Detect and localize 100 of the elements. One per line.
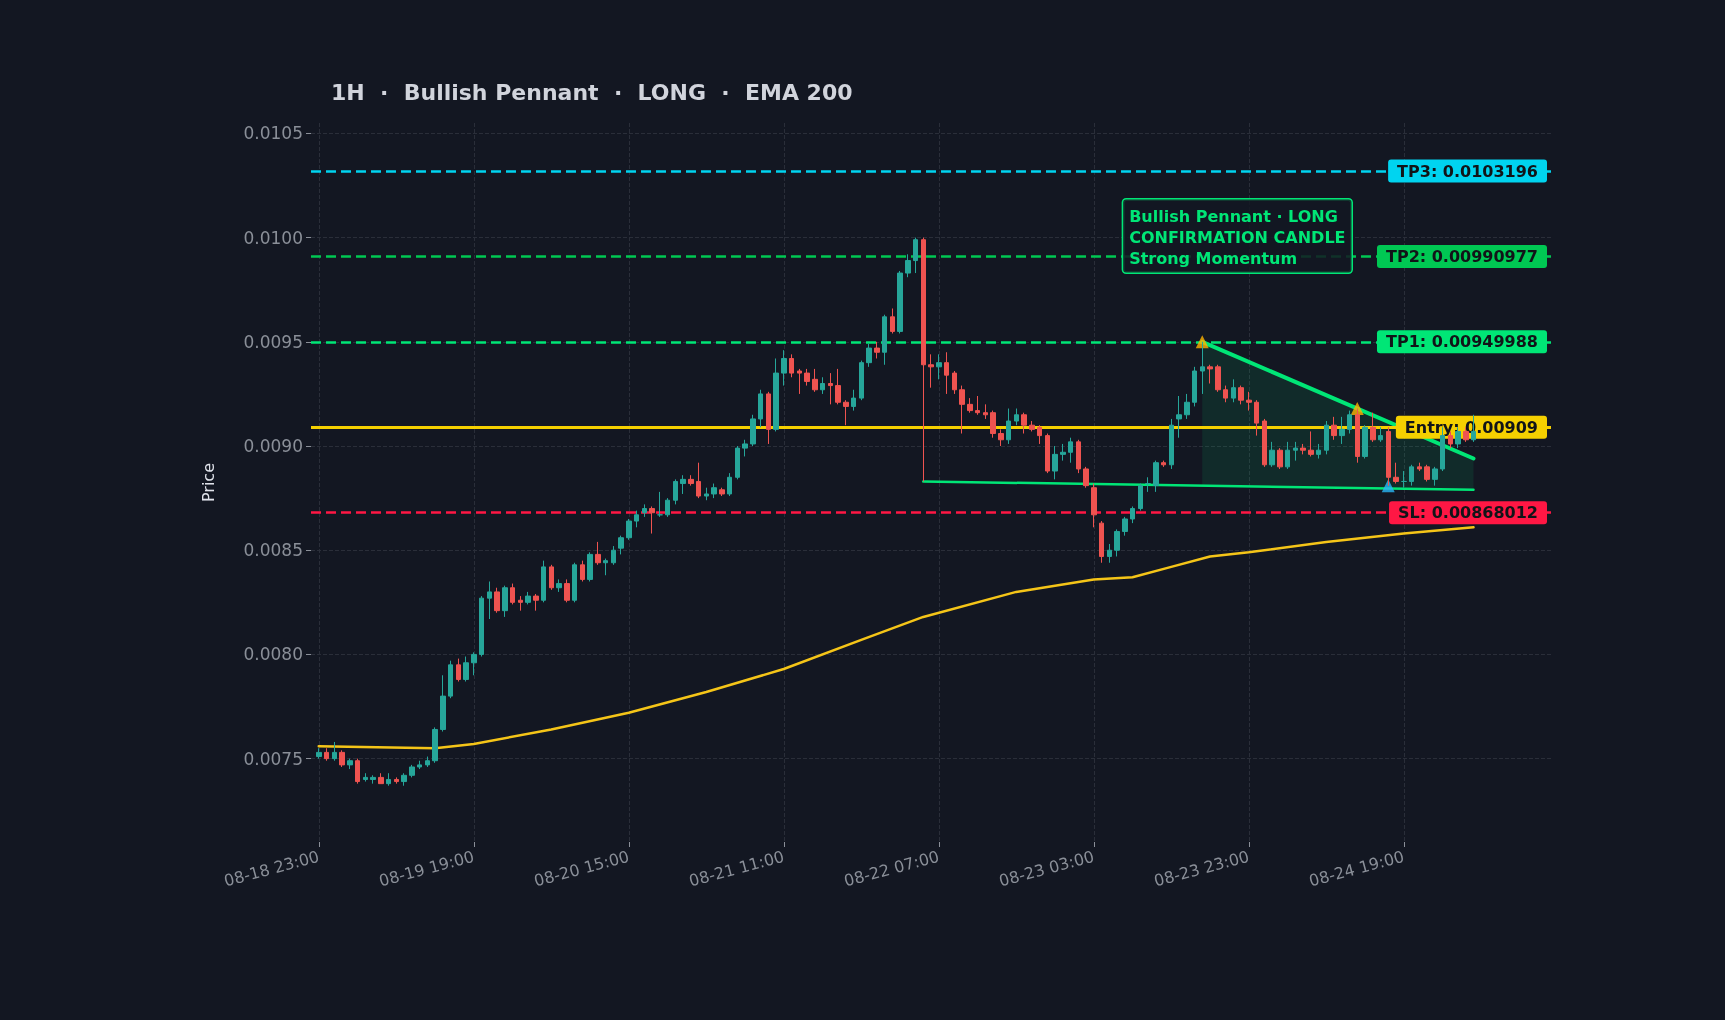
candlestick <box>1145 476 1151 493</box>
candlestick <box>990 410 996 439</box>
candlestick <box>890 307 895 334</box>
candlestick <box>812 368 818 393</box>
candlestick <box>1006 408 1011 445</box>
candlestick <box>727 472 732 497</box>
candlestick <box>1316 443 1321 460</box>
candlestick <box>843 399 849 426</box>
candlestick <box>487 580 492 620</box>
candlestick <box>1424 464 1430 482</box>
candlestick <box>905 253 911 278</box>
candlestick <box>688 474 694 487</box>
candlestick <box>1401 470 1407 489</box>
candlestick <box>1277 447 1283 470</box>
candlestick <box>1083 466 1089 489</box>
candlestick <box>696 462 701 499</box>
candlestick <box>525 591 531 605</box>
candlestick <box>1107 543 1112 564</box>
candlestick <box>1184 393 1190 420</box>
candlestick <box>1130 505 1135 524</box>
candlestick <box>1293 441 1298 462</box>
candlestick <box>417 760 422 770</box>
candlestick <box>1254 399 1259 437</box>
x-tick-label: 08-23 03:00 <box>996 846 1097 891</box>
candlestick <box>804 368 810 387</box>
x-tick-label: 08-20 15:00 <box>531 846 632 891</box>
candlestick <box>1192 366 1197 407</box>
candlestick <box>1378 426 1383 443</box>
y-tick-label: 0.0080 <box>243 644 303 665</box>
candlestick <box>897 270 903 334</box>
x-tick-label: 08-21 11:00 <box>686 846 787 891</box>
candlestick <box>1417 462 1422 472</box>
candlestick <box>959 385 965 435</box>
candlestick <box>704 487 709 501</box>
y-axis-title: Price <box>198 462 218 503</box>
candlestick <box>518 595 523 612</box>
candlestick <box>355 758 360 785</box>
candlestick <box>758 389 763 428</box>
candlestick <box>1246 391 1252 412</box>
candlestick <box>1029 420 1035 432</box>
ref-line-label: TP1: 0.00949988 <box>1385 332 1538 352</box>
candlestick <box>425 756 430 768</box>
candlestick <box>766 391 771 445</box>
candlestick <box>332 741 337 762</box>
candlestick <box>649 505 655 535</box>
candlestick <box>820 376 825 395</box>
candlestick <box>944 351 949 395</box>
candlestick <box>1091 483 1097 528</box>
candlestick <box>502 585 508 618</box>
candlestick <box>1122 516 1128 537</box>
ref-line-label: TP3: 0.0103196 <box>1397 161 1538 181</box>
candlestick <box>1223 385 1228 403</box>
candlestick <box>781 349 787 387</box>
candlestick <box>882 314 887 366</box>
candlestick <box>642 503 647 518</box>
y-tick-label: 0.0105 <box>243 123 303 144</box>
x-tick-label: 08-19 19:00 <box>376 846 477 891</box>
candlestick <box>773 358 779 432</box>
candlestick <box>386 772 391 787</box>
candlestick <box>603 558 608 576</box>
candlestick <box>533 593 539 612</box>
candlestick <box>401 772 407 787</box>
candlestick <box>432 726 438 764</box>
candlestick <box>463 656 469 683</box>
candlestick <box>1176 395 1182 439</box>
candlestick <box>456 658 461 683</box>
candlestick <box>859 360 864 401</box>
candlestick <box>1114 528 1120 557</box>
candlestick <box>1339 416 1345 445</box>
x-tick-label: 08-23 23:00 <box>1151 846 1252 891</box>
candlestick <box>828 372 833 405</box>
candlestick <box>378 772 384 785</box>
candlestick <box>1355 408 1360 464</box>
candlestick <box>1300 443 1306 455</box>
candlestick <box>1308 430 1314 457</box>
candlestick <box>913 237 918 274</box>
candlestick <box>975 395 980 416</box>
candlestick <box>928 353 934 389</box>
y-tick-label: 0.0090 <box>243 436 303 457</box>
candlestick <box>549 564 554 591</box>
candlestick <box>680 474 686 495</box>
y-tick-label: 0.0075 <box>243 748 303 769</box>
candlestick <box>572 562 577 603</box>
candlestick <box>1138 483 1143 512</box>
candlestick <box>363 772 368 783</box>
candlestick <box>440 674 446 733</box>
candlestick <box>735 445 740 480</box>
candlestick <box>556 578 562 593</box>
candlestick <box>719 487 725 497</box>
candlestick <box>595 541 601 566</box>
candlestick <box>1331 416 1337 441</box>
candlestick <box>1238 385 1244 405</box>
candlestick <box>1370 412 1376 443</box>
candlestick <box>1099 520 1104 564</box>
candlestick <box>1262 418 1267 468</box>
candlestick <box>1068 437 1073 464</box>
candlestick <box>564 578 570 603</box>
candlestick <box>1324 420 1329 455</box>
candlestick <box>394 776 399 785</box>
candlestick <box>1021 412 1027 435</box>
